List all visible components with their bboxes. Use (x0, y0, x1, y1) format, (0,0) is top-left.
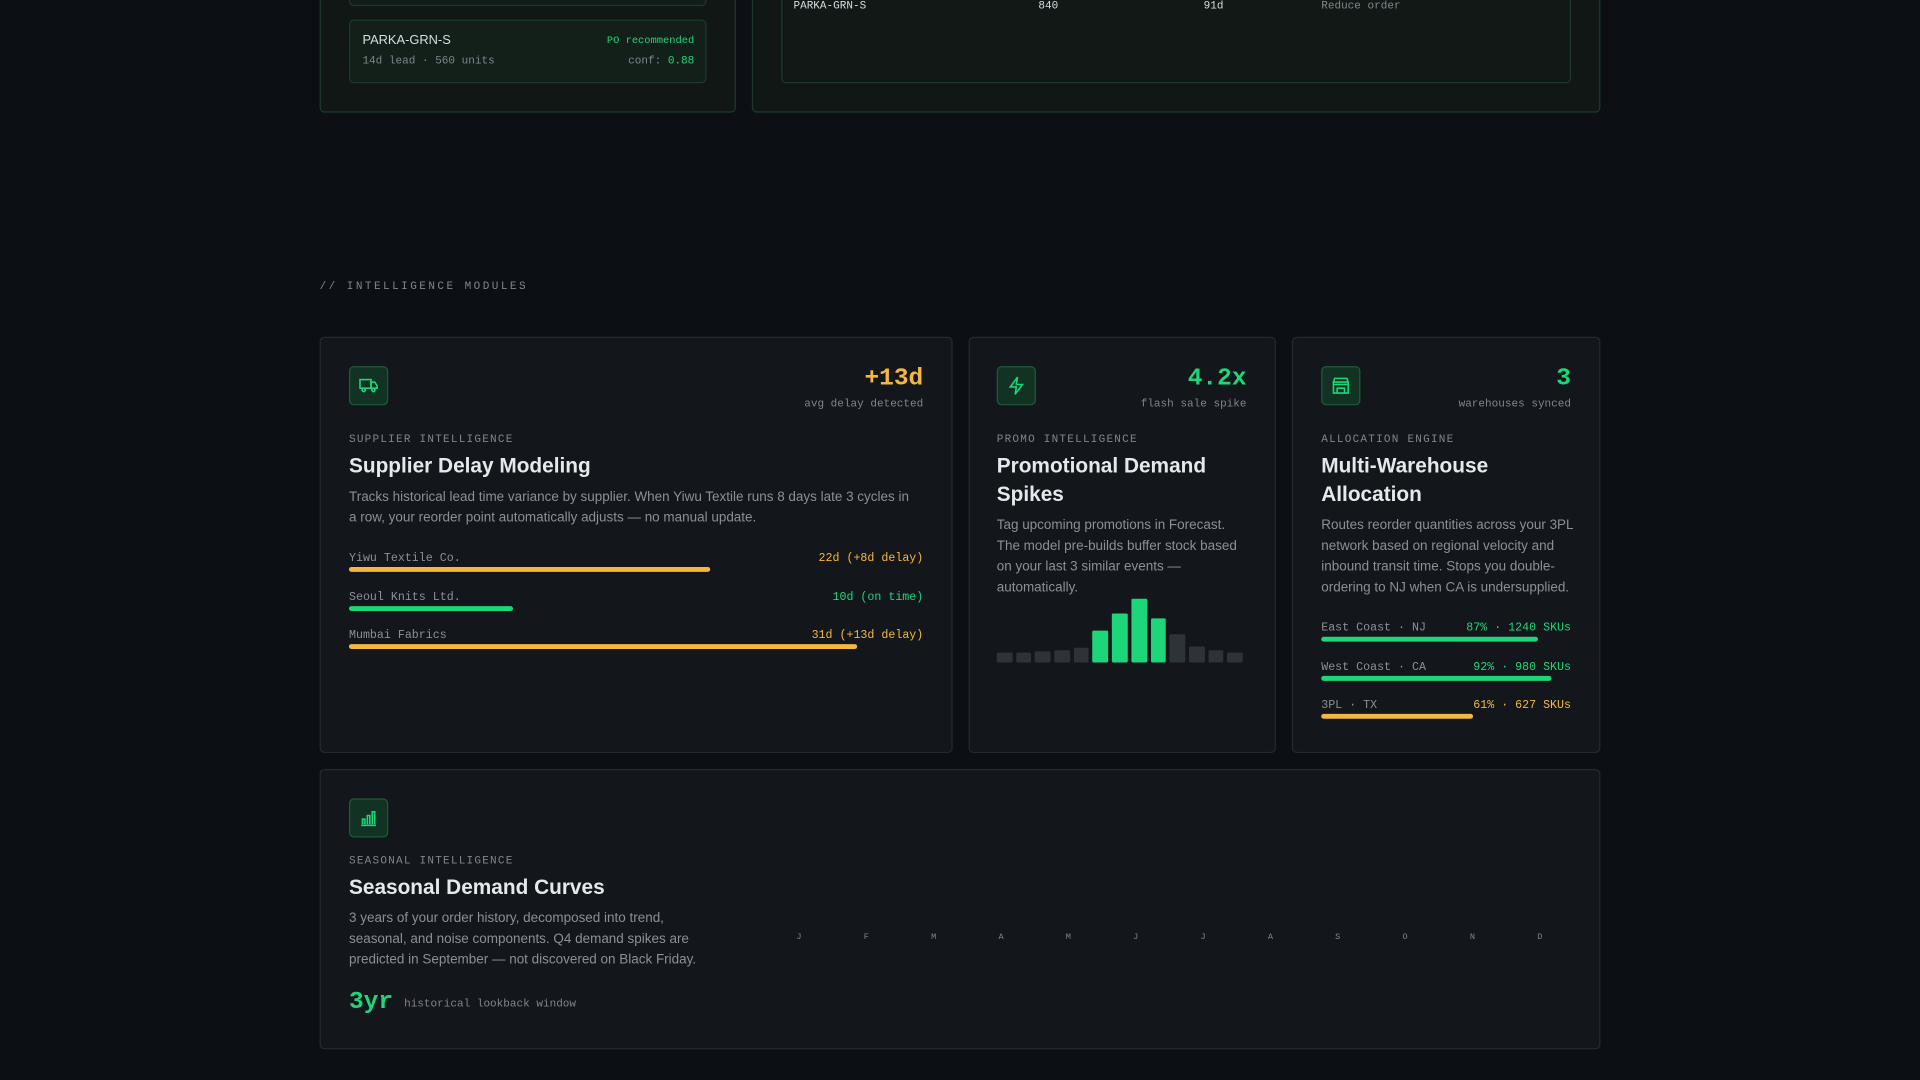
module-card (1291, 336, 1601, 754)
module-card (319, 336, 953, 754)
bar (1150, 618, 1166, 663)
month-label: N (1469, 933, 1476, 943)
month-label: A (998, 933, 1004, 943)
metric: 3 (1556, 364, 1572, 394)
row-label: East Coast · NJ (1321, 620, 1426, 635)
month-label: S (1335, 933, 1341, 943)
row-label: Seoul Knits Ltd. (348, 590, 461, 604)
sku: PARKA-GRN-S (362, 33, 451, 48)
month-label: F (863, 933, 869, 943)
bar (1015, 652, 1032, 663)
bar (1092, 630, 1109, 663)
row-value: 87% · 1240 SKUs (1466, 620, 1572, 635)
bar (1321, 675, 1552, 681)
eyebrow: SEASONAL INTELLIGENCE (348, 854, 514, 867)
month-label: M (1065, 933, 1071, 943)
metric: 4.2x (1187, 364, 1247, 394)
item-box (348, 19, 707, 84)
module-title: Supplier Delay Modeling (348, 454, 591, 478)
month-label: D (1537, 933, 1543, 943)
item-box (348, 0, 707, 7)
metric-label: historical lookback window (404, 997, 577, 1011)
description: Routes reorder quantities across your 3P… (1321, 517, 1574, 596)
bar (1208, 650, 1224, 663)
row-label: West Coast · CA (1321, 660, 1426, 674)
metric-label: warehouses synced (1458, 397, 1572, 411)
cell: 91d (1203, 0, 1224, 13)
eyebrow: PROMO INTELLIGENCE (996, 433, 1138, 446)
module-title: Promotional Demand Spikes (996, 454, 1207, 506)
bar (1073, 647, 1090, 663)
module-card (319, 768, 1601, 1050)
row-label: Yiwu Textile Co. (348, 551, 461, 565)
month-label: J (1133, 933, 1139, 943)
section-label: // INTELLIGENCE MODULES (319, 280, 529, 293)
bar (1169, 634, 1186, 663)
icon (348, 798, 389, 838)
bar (1112, 613, 1128, 663)
row-value: 31d (+13d delay) (811, 628, 924, 642)
bar (348, 606, 514, 612)
description: 3 years of your order history, decompose… (348, 911, 697, 968)
month-label: J (1200, 933, 1206, 943)
metric-label: flash sale spike (1140, 397, 1247, 411)
row-value: 10d (on time) (832, 590, 924, 604)
row-label: Mumbai Fabrics (348, 628, 447, 642)
conf-label: conf: (628, 55, 662, 68)
bar (348, 644, 858, 649)
description: Tracks historical lead time variance by … (348, 489, 909, 526)
bar (1131, 598, 1147, 663)
module-title: Multi-Warehouse Allocation (1321, 454, 1489, 506)
bar (996, 652, 1013, 663)
status: PO recommended (606, 34, 695, 47)
icon (348, 366, 389, 406)
icon (996, 366, 1036, 406)
bar (1054, 650, 1070, 663)
row-value: 92% · 980 SKUs (1473, 660, 1572, 674)
detail: 14d lead · 560 units (362, 55, 495, 68)
conf: conf: 0.88 (563, 55, 694, 67)
cell: 840 (1038, 0, 1059, 13)
bar (1321, 713, 1474, 719)
row-value: 61% · 627 SKUs (1473, 697, 1572, 712)
eyebrow: SUPPLIER INTELLIGENCE (348, 433, 514, 446)
cell: Reduce order (1321, 0, 1401, 13)
metric: 3yr (348, 988, 394, 1017)
metric-label: avg delay detected (804, 397, 924, 411)
module-card (968, 336, 1276, 754)
table-box (781, 0, 1572, 84)
icon (1321, 366, 1361, 406)
cell: PARKA-GRN-S (793, 0, 867, 13)
conf-value: 0.88 (667, 55, 695, 68)
month-label: J (796, 933, 802, 943)
bar (1188, 646, 1205, 663)
month-label: M (931, 933, 937, 943)
eyebrow: ALLOCATION ENGINE (1321, 433, 1455, 446)
metric: +13d (864, 364, 924, 394)
bar (1227, 652, 1243, 663)
bar (348, 566, 710, 572)
row-label: 3PL · TX (1321, 697, 1378, 712)
bar (1321, 636, 1539, 642)
bar (1035, 651, 1051, 663)
module-title: Seasonal Demand Curves (348, 875, 605, 899)
month-label: A (1267, 933, 1273, 943)
month-label: O (1402, 933, 1408, 943)
description: Tag upcoming promotions in Forecast. The… (996, 517, 1237, 596)
row-value: 22d (+8d delay) (818, 551, 924, 565)
